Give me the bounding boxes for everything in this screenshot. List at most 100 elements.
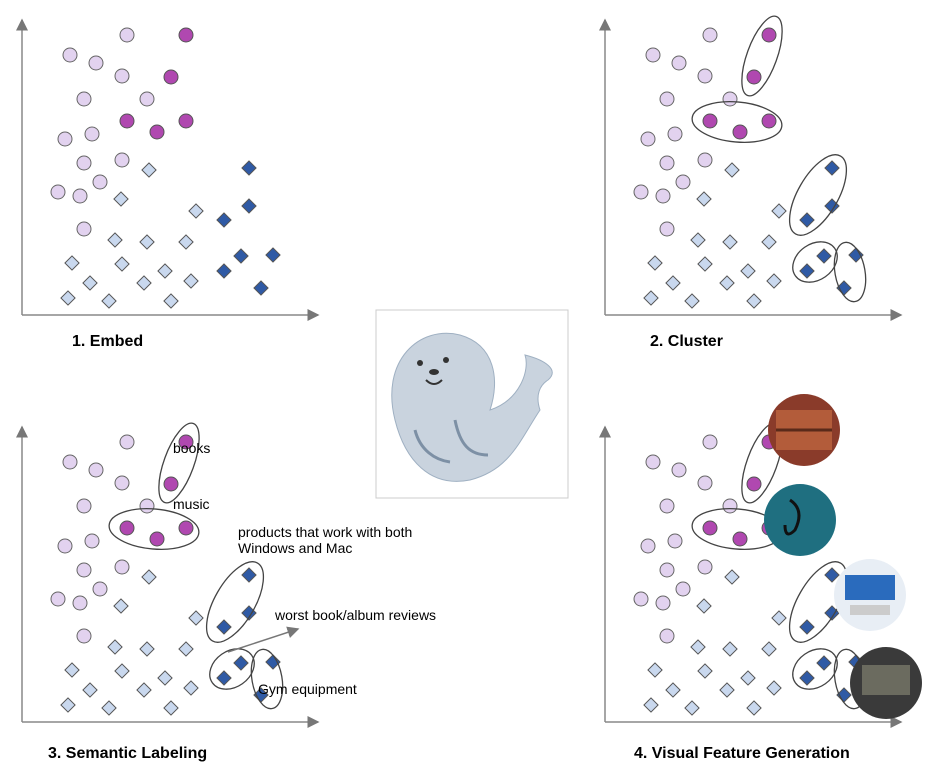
point — [139, 641, 155, 657]
cluster-label: worst book/album reviews — [274, 607, 436, 623]
point — [92, 174, 108, 190]
point — [722, 498, 738, 514]
point — [114, 663, 130, 679]
point — [119, 27, 135, 43]
label-arrow — [227, 626, 300, 653]
point — [188, 203, 204, 219]
point — [119, 520, 135, 536]
point — [114, 68, 130, 84]
panel-caption: 1. Embed — [72, 333, 143, 350]
point — [157, 263, 173, 279]
point — [724, 569, 740, 585]
point — [62, 454, 78, 470]
point — [740, 670, 756, 686]
point — [241, 567, 257, 583]
point — [702, 520, 718, 536]
point — [702, 434, 718, 450]
panels: 1. Embed 2. Cluster 3. Semantic Labeling 4.… — [16, 15, 903, 762]
point — [82, 275, 98, 291]
point — [766, 680, 782, 696]
point — [719, 275, 735, 291]
point — [233, 248, 249, 264]
point — [114, 256, 130, 272]
point — [659, 91, 675, 107]
point — [647, 662, 663, 678]
point — [816, 248, 832, 264]
point — [740, 263, 756, 279]
point — [141, 162, 157, 178]
panel-caption: 3. Semantic Labeling — [48, 745, 207, 762]
point — [643, 290, 659, 306]
panel-caption: 4. Visual Feature Generation — [634, 745, 850, 762]
point — [57, 538, 73, 554]
point — [157, 670, 173, 686]
panel-caption: 2. Cluster — [650, 333, 723, 350]
point — [824, 198, 840, 214]
point — [60, 697, 76, 713]
point — [659, 562, 675, 578]
point — [216, 263, 232, 279]
point — [722, 234, 738, 250]
point — [671, 462, 687, 478]
point — [84, 126, 100, 142]
point — [697, 475, 713, 491]
cluster-label: books — [173, 440, 210, 456]
point — [241, 605, 257, 621]
point — [119, 434, 135, 450]
point — [675, 174, 691, 190]
point — [684, 700, 700, 716]
point — [640, 131, 656, 147]
point — [647, 255, 663, 271]
cluster-outline — [741, 15, 783, 97]
point — [84, 533, 100, 549]
point — [746, 700, 762, 716]
point — [76, 91, 92, 107]
point — [216, 619, 232, 635]
cluster-outline — [158, 422, 200, 504]
point — [241, 160, 257, 176]
point — [88, 462, 104, 478]
point — [72, 188, 88, 204]
point — [732, 531, 748, 547]
point — [76, 221, 92, 237]
point — [645, 47, 661, 63]
point — [697, 663, 713, 679]
cluster-outline — [792, 241, 838, 283]
point — [178, 434, 194, 450]
point — [136, 682, 152, 698]
point — [216, 212, 232, 228]
point — [139, 498, 155, 514]
point — [824, 605, 840, 621]
cluster-label: Windows and Mac — [238, 540, 352, 556]
cluster-outline — [788, 561, 848, 643]
point — [216, 670, 232, 686]
point — [178, 641, 194, 657]
point — [732, 124, 748, 140]
point — [761, 234, 777, 250]
point — [50, 184, 66, 200]
seal-image — [375, 309, 569, 499]
point — [163, 476, 179, 492]
point — [684, 293, 700, 309]
cluster-label: Gym equipment — [258, 681, 357, 697]
point — [697, 559, 713, 575]
point — [702, 27, 718, 43]
point — [690, 232, 706, 248]
point — [640, 538, 656, 554]
point — [697, 68, 713, 84]
point — [645, 454, 661, 470]
point — [253, 280, 269, 296]
point — [114, 475, 130, 491]
point — [141, 569, 157, 585]
point — [113, 191, 129, 207]
point — [114, 559, 130, 575]
point — [746, 476, 762, 492]
point — [163, 700, 179, 716]
point — [719, 682, 735, 698]
point — [799, 212, 815, 228]
point — [114, 152, 130, 168]
point — [178, 27, 194, 43]
point — [178, 234, 194, 250]
point — [233, 655, 249, 671]
